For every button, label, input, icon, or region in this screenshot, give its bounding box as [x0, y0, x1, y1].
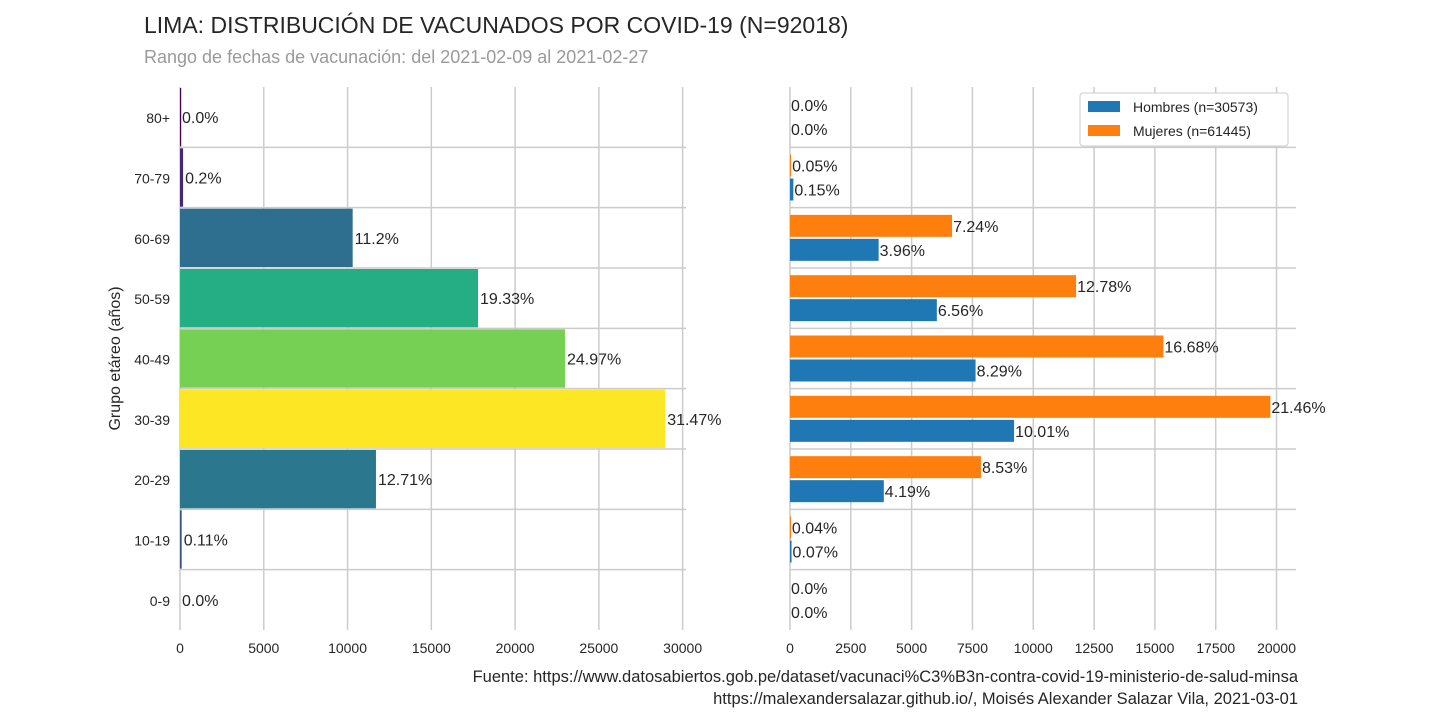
bar-data-label: 0.0% — [791, 98, 827, 115]
bar-data-label: 31.47% — [667, 412, 721, 429]
x-tick-label: 20000 — [1257, 640, 1296, 656]
y-tick-label: 50-59 — [134, 291, 170, 307]
legend-label: Hombres (n=30573) — [1133, 99, 1258, 115]
bar-data-label: 16.68% — [1164, 340, 1218, 357]
x-tick-label: 15000 — [1135, 640, 1174, 656]
bar-data-label: 0.07% — [793, 545, 838, 562]
y-tick-label: 70-79 — [134, 171, 170, 187]
legend-swatch — [1088, 125, 1120, 136]
bar-hombres-60-69 — [790, 238, 879, 261]
bar-hombres-20-29 — [790, 480, 884, 503]
bar-data-label: 0.15% — [794, 183, 839, 200]
bar-data-label: 4.19% — [885, 484, 930, 501]
bar-data-label: 12.71% — [378, 472, 432, 489]
bar-hombres-40-49 — [790, 359, 976, 382]
bar-mujeres-50-59 — [790, 275, 1077, 298]
bar-mujeres-60-69 — [790, 214, 953, 237]
x-tick-label: 15000 — [412, 640, 451, 656]
bar-hombres-70-79 — [790, 178, 794, 201]
x-tick-label: 5000 — [248, 640, 279, 656]
bar-40-49 — [180, 329, 565, 388]
y-tick-label: 60-69 — [134, 231, 170, 247]
bar-data-label: 19.33% — [480, 291, 534, 308]
legend-label: Mujeres (n=61445) — [1133, 123, 1251, 139]
bar-60-69 — [180, 208, 353, 267]
bar-data-label: 11.2% — [355, 231, 399, 248]
bar-mujeres-10-19 — [790, 516, 791, 539]
legend: Hombres (n=30573) Mujeres (n=61445) — [1079, 92, 1289, 147]
bar-mujeres-30-39 — [790, 395, 1271, 418]
y-axis-label: Grupo etáreo (años) — [107, 286, 124, 430]
bar-70-79 — [180, 148, 184, 207]
x-tick-label: 25000 — [579, 640, 618, 656]
x-tick-label: 10000 — [328, 640, 367, 656]
bar-50-59 — [180, 269, 479, 328]
x-tick-label: 7500 — [957, 640, 988, 656]
legend-box — [1079, 92, 1289, 147]
y-tick-label: 10-19 — [134, 533, 170, 549]
x-tick-label: 5000 — [896, 640, 927, 656]
x-tick-label: 10000 — [1014, 640, 1053, 656]
bar-data-label: 0.0% — [182, 593, 218, 610]
bar-data-label: 21.46% — [1271, 400, 1325, 417]
bar-data-label: 0.0% — [182, 110, 218, 127]
bar-hombres-30-39 — [790, 419, 1015, 442]
x-tick-label: 20000 — [496, 640, 535, 656]
chart-title: LIMA: DISTRIBUCIÓN DE VACUNADOS POR COVI… — [144, 12, 849, 38]
y-tick-label: 20-29 — [134, 472, 170, 488]
bar-data-label: 0.2% — [185, 171, 221, 188]
bar-data-label: 8.29% — [977, 364, 1022, 381]
bar-mujeres-40-49 — [790, 335, 1164, 358]
bar-hombres-50-59 — [790, 299, 937, 322]
bar-data-label: 10.01% — [1015, 424, 1069, 441]
y-tick-label: 0-9 — [150, 593, 170, 609]
x-tick-label: 0 — [176, 640, 184, 656]
bar-data-label: 0.11% — [184, 533, 228, 550]
y-tick-label: 30-39 — [134, 412, 170, 428]
bar-data-label: 0.0% — [791, 122, 827, 139]
source-footer: Fuente: https://www.datosabiertos.gob.pe… — [472, 668, 1298, 686]
x-tick-label: 17500 — [1196, 640, 1235, 656]
bar-data-label: 6.56% — [938, 303, 983, 320]
bar-data-label: 0.05% — [792, 159, 837, 176]
bar-data-label: 8.53% — [982, 460, 1027, 477]
x-tick-label: 30000 — [663, 640, 702, 656]
bar-20-29 — [180, 450, 376, 509]
y-tick-label: 40-49 — [134, 352, 170, 368]
bar-80+ — [180, 88, 182, 147]
bar-data-label: 0.04% — [792, 521, 837, 538]
bar-10-19 — [180, 510, 182, 569]
bar-data-label: 3.96% — [880, 243, 925, 260]
chart-subtitle: Rango de fechas de vacunación: del 2021-… — [144, 47, 649, 67]
bar-30-39 — [180, 389, 666, 448]
left-plot: 0 5000 10000 15000 20000 25000 30000 0.0% 80+ 0.2… — [107, 87, 721, 656]
bar-hombres-10-19 — [790, 540, 792, 563]
bar-data-label: 7.24% — [953, 219, 998, 236]
right-plot: 0 2500 5000 7500 10000 12500 15000 17500 20000 0.… — [786, 87, 1326, 656]
y-tick-label: 80+ — [146, 110, 170, 126]
bar-data-label: 12.78% — [1077, 279, 1131, 296]
x-tick-label: 0 — [786, 640, 794, 656]
legend-swatch — [1088, 101, 1120, 112]
x-tick-label: 2500 — [835, 640, 866, 656]
bar-data-label: 24.97% — [567, 352, 621, 369]
x-tick-label: 12500 — [1075, 640, 1114, 656]
bar-data-label: 0.0% — [791, 581, 827, 598]
author-footer: https://malexandersalazar.github.io/, Mo… — [713, 690, 1298, 708]
bar-data-label: 0.0% — [791, 605, 827, 622]
bar-mujeres-20-29 — [790, 456, 981, 479]
bar-mujeres-70-79 — [790, 154, 792, 177]
